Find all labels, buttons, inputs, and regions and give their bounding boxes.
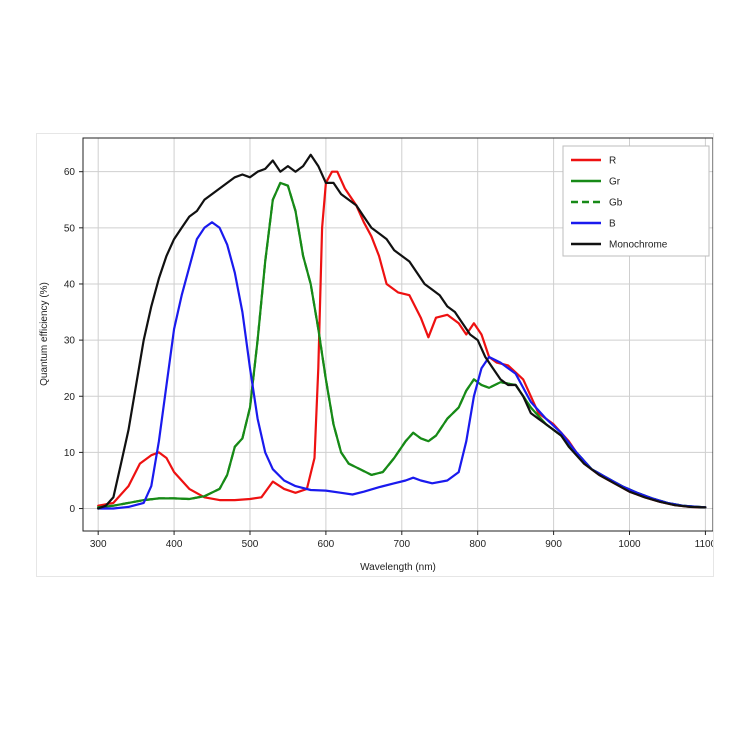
x-tick-label: 300 [90, 539, 107, 550]
series-layer [97, 153, 707, 510]
x-tick-label: 800 [469, 539, 486, 550]
y-tick-label: 40 [64, 279, 76, 290]
x-axis-label: Wavelength (nm) [360, 562, 436, 573]
y-tick-label: 10 [64, 448, 76, 459]
y-axis-label: Quantum efficiency (%) [39, 282, 50, 386]
x-tick-label: 1000 [618, 539, 641, 550]
legend: R Gr Gb B Monochrome [562, 145, 710, 257]
legend-label-r: R [609, 156, 616, 167]
y-tick-label: 60 [64, 167, 76, 178]
series-line-monochrome [97, 153, 707, 510]
y-tick-label: 30 [64, 336, 76, 347]
y-tick-label: 50 [64, 223, 76, 234]
x-tick-label: 400 [166, 539, 183, 550]
x-tick-label: 700 [393, 539, 410, 550]
series-line-b [97, 221, 707, 510]
legend-label-monochrome: Monochrome [609, 240, 668, 251]
x-tick-label: 900 [545, 539, 562, 550]
y-tick-label: 0 [69, 504, 75, 515]
y-tick-label: 20 [64, 392, 76, 403]
legend-label-b: B [609, 219, 616, 230]
x-tick-label: 600 [318, 539, 335, 550]
x-tick-label: 500 [242, 539, 259, 550]
legend-label-gb: Gb [609, 198, 623, 209]
legend-label-gr: Gr [609, 177, 621, 188]
